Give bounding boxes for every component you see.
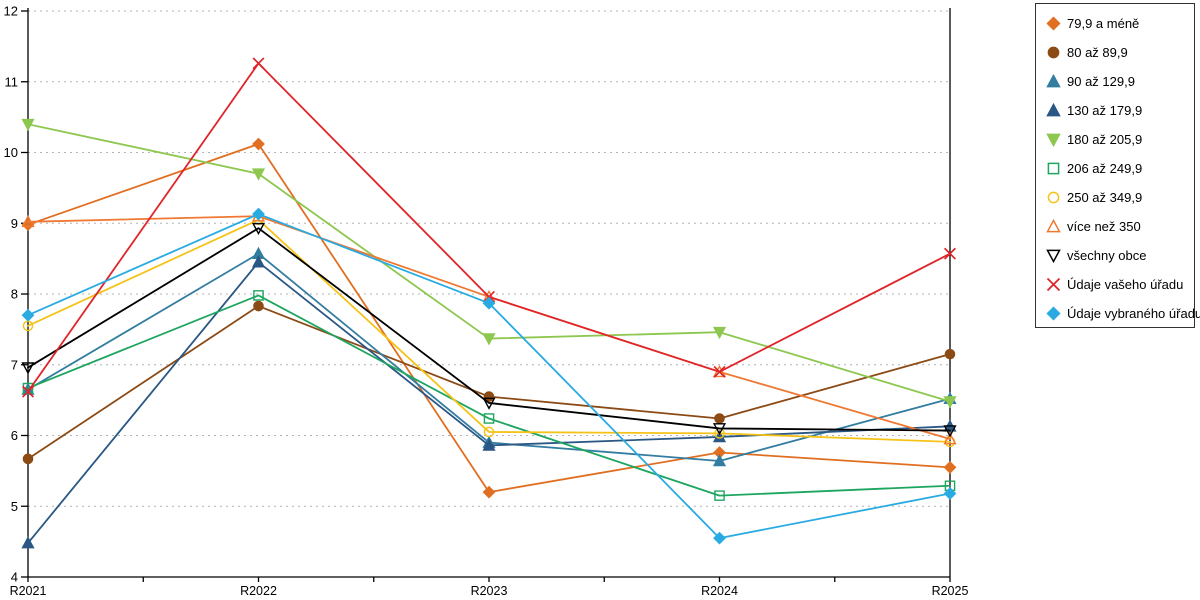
legend-item: 80 až 89,9 (1036, 38, 1194, 67)
series-marker (712, 454, 727, 467)
legend-item-label: 130 až 179,9 (1067, 102, 1143, 118)
series-marker (714, 490, 725, 501)
legend-item-label: Údaje vašeho úřadu (1067, 276, 1184, 292)
series-marker (22, 453, 34, 465)
x-axis-tick-label: R2021 (10, 584, 47, 598)
triangle-down-legend-icon (1046, 133, 1061, 147)
legend-item-label: Údaje vybraného úřadu (1067, 305, 1200, 321)
series-marker (943, 425, 957, 438)
legend-item-label: 79,9 a méně (1067, 15, 1140, 31)
legend-item-label: 180 až 205,9 (1067, 131, 1143, 147)
legend-item-label: více než 350 (1067, 218, 1141, 234)
legend-item-label: 206 až 249,9 (1067, 160, 1143, 176)
legend-item: více než 350 (1036, 212, 1194, 241)
series-marker (22, 382, 34, 394)
series-marker (944, 480, 956, 492)
series-marker (21, 118, 35, 132)
series-marker (21, 214, 35, 228)
line-chart: 4 5 6 7 8 9 10 11 12 R2021 R2022 R2023 R2024 R2025 (4, 4, 969, 599)
series-marker (712, 326, 727, 340)
legend-item: 90 až 129,9 (1036, 67, 1194, 96)
series-line (27, 227, 951, 432)
diamond-legend-icon (1046, 306, 1061, 321)
y-axis-tick-label: 7 (11, 357, 18, 372)
series-marker (253, 290, 264, 301)
series-line (27, 215, 951, 440)
series-marker (943, 247, 957, 260)
legend: 79,9 a méně 80 až 89,9 90 až 129,9 130 až 1… (1035, 3, 1200, 328)
series-line (27, 218, 951, 443)
series-marker (252, 57, 265, 70)
series-marker (21, 308, 35, 322)
square-legend-icon (1047, 162, 1060, 175)
triangle-up-legend-icon (1046, 103, 1061, 117)
legend-item: 130 až 179,9 (1036, 96, 1194, 125)
legend-item: 250 až 349,9 (1036, 183, 1194, 212)
series-line (27, 294, 951, 497)
series-marker (943, 432, 957, 445)
legend-item-label: všechny obce (1067, 247, 1147, 263)
legend-item: všechny obce (1036, 241, 1194, 270)
series-marker (482, 438, 496, 451)
diamond-legend-icon (1046, 16, 1061, 31)
series-marker (21, 362, 35, 375)
series-marker (482, 296, 496, 310)
triangle-up-legend-icon (1046, 219, 1061, 233)
series-marker (251, 222, 266, 236)
y-axis-tick-label: 12 (4, 4, 18, 19)
legend-item-label: 80 až 89,9 (1067, 44, 1128, 60)
circle-legend-icon (1047, 46, 1060, 59)
y-axis-tick-label: 11 (5, 74, 19, 89)
triangle-up-legend-icon (1046, 74, 1061, 88)
legend-item-label: 250 až 349,9 (1067, 189, 1143, 205)
legend-item-label: 90 až 129,9 (1067, 73, 1135, 89)
series-marker (943, 487, 957, 500)
legend-item: 180 až 205,9 (1036, 125, 1194, 154)
y-axis-tick-label: 10 (4, 145, 18, 160)
series-marker (712, 423, 727, 436)
y-axis-tick-label: 5 (11, 499, 18, 514)
series-marker (21, 385, 35, 398)
series-marker (483, 426, 495, 438)
legend-item: Údaje vybraného úřadu (1036, 299, 1200, 328)
x-axis-tick-label: R2025 (932, 584, 969, 598)
series-marker (21, 536, 35, 549)
series-marker (482, 397, 496, 410)
legend-item: 79,9 a méně (1036, 9, 1194, 38)
legend-item: Údaje vašeho úřadu (1036, 270, 1194, 299)
series-marker (713, 531, 726, 545)
series-marker (22, 320, 34, 332)
series-marker (714, 413, 725, 424)
x-axis-tick-label: R2023 (471, 584, 508, 598)
series-marker (713, 365, 726, 378)
series-marker (943, 460, 957, 474)
y-axis-tick-label: 8 (11, 287, 18, 302)
x-legend-icon (1046, 277, 1061, 292)
series-marker (252, 137, 265, 151)
series-marker (483, 413, 495, 424)
series-marker (253, 300, 264, 312)
series-marker (251, 168, 266, 181)
x-axis-tick-label: R2022 (240, 584, 277, 598)
y-axis-tick-label: 4 (11, 570, 18, 585)
series-marker (482, 485, 496, 499)
y-axis-tick-label: 6 (11, 428, 18, 443)
x-axis-tick-label: R2024 (701, 584, 738, 598)
series-marker (944, 348, 956, 360)
series-marker (251, 255, 266, 268)
series-marker (252, 207, 265, 221)
circle-legend-icon (1047, 191, 1060, 204)
series-marker (943, 396, 957, 409)
y-axis-tick-label: 9 (11, 216, 18, 231)
series-marker (482, 333, 496, 346)
legend-item: 206 až 249,9 (1036, 154, 1194, 183)
triangle-down-legend-icon (1046, 249, 1061, 263)
